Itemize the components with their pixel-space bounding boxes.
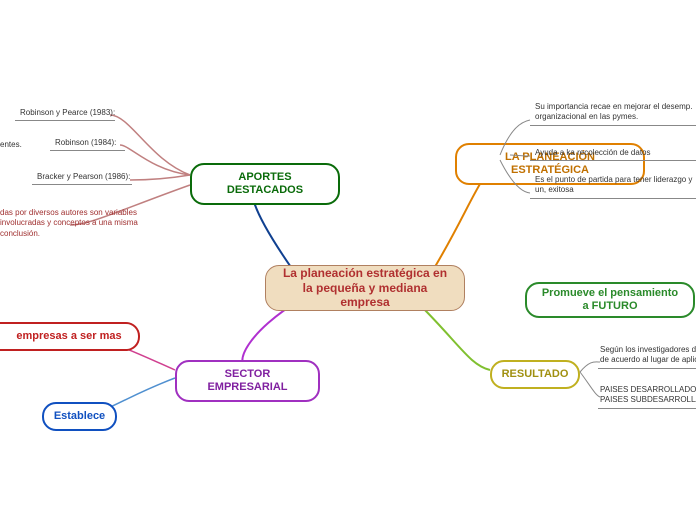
node-resultado[interactable]: RESULTADO (490, 360, 580, 389)
plane-branch-lines (0, 0, 696, 520)
hr-plan2 (530, 160, 696, 161)
node-promueve[interactable]: Promueve el pensamiento a FUTURO (525, 282, 695, 318)
node-sector[interactable]: SECTOR EMPRESARIAL (175, 360, 320, 402)
resultado-label: RESULTADO (502, 368, 569, 381)
hr-plan1 (530, 125, 696, 126)
establece-label: Establece (54, 410, 105, 423)
text-plan2: Ayuda a ka recolección de datos (535, 148, 650, 158)
node-aportes[interactable]: APORTES DESTACADOS (190, 163, 340, 205)
text-bp1986: Bracker y Pearson (1986): (37, 172, 130, 182)
node-establece[interactable]: Establece (42, 402, 117, 431)
hr-r1984 (50, 150, 125, 151)
hr-res2 (598, 408, 696, 409)
text-res1: Según los investigadores difiere de acue… (600, 345, 696, 366)
text-r1984: Robinson (1984): (55, 138, 116, 148)
center-label: La planeación estratégica en la pequeña … (278, 266, 452, 309)
hr-res1 (598, 368, 696, 369)
text-res2: PAISES DESARROLLADOS PAISES SUBDESARROLL… (600, 385, 696, 406)
text-plan1: Su importancia recae en mejorar el desem… (535, 102, 696, 123)
text-redline: das por diversos autores son variables i… (0, 208, 160, 239)
sector-label: SECTOR EMPRESARIAL (189, 368, 306, 394)
edges-layer (0, 0, 696, 520)
text-entes: entes. (0, 140, 22, 150)
text-rp1983: Robinson y Pearce (1983): (20, 108, 115, 118)
text-plan3: Es el punto de partida para tener lidera… (535, 175, 696, 196)
hr-plan3 (530, 198, 696, 199)
hr-bp1986 (32, 184, 132, 185)
center-node[interactable]: La planeación estratégica en la pequeña … (265, 265, 465, 311)
hr-rp1983 (15, 120, 115, 121)
aportes-label: APORTES DESTACADOS (204, 171, 326, 197)
node-empresas[interactable]: empresas a ser mas (0, 322, 140, 351)
promueve-label: Promueve el pensamiento a FUTURO (539, 287, 681, 313)
empresas-label: empresas a ser mas (16, 330, 121, 343)
